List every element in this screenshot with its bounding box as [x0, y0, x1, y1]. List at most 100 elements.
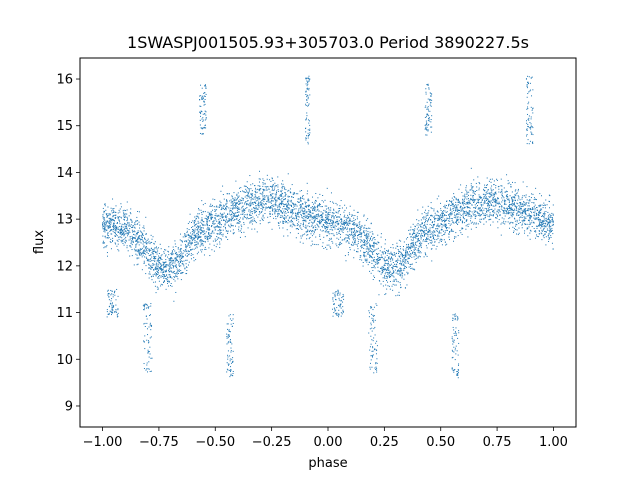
data-point: [380, 283, 382, 285]
data-point: [110, 248, 112, 250]
data-point: [441, 212, 443, 214]
data-point: [538, 225, 540, 227]
data-point: [102, 223, 104, 225]
data-point: [277, 209, 279, 211]
data-point: [398, 294, 400, 296]
data-point: [162, 264, 164, 266]
data-point: [179, 255, 181, 257]
data-point: [314, 202, 316, 204]
data-point: [198, 208, 200, 210]
data-point: [272, 204, 274, 206]
data-point: [531, 207, 533, 209]
data-point: [232, 197, 234, 199]
data-point: [312, 222, 314, 224]
data-point: [488, 219, 490, 221]
data-point: [157, 247, 159, 249]
data-point: [118, 219, 120, 221]
data-point: [239, 221, 241, 223]
data-point: [257, 208, 259, 210]
data-point: [122, 241, 124, 243]
data-point: [180, 233, 182, 235]
data-point: [376, 248, 378, 250]
data-point: [307, 190, 309, 192]
data-point: [275, 199, 277, 201]
data-point: [525, 213, 527, 215]
data-point: [366, 261, 368, 263]
data-point: [277, 184, 279, 186]
data-point: [291, 206, 292, 207]
data-point: [433, 215, 435, 217]
data-point: [194, 230, 196, 232]
data-point: [165, 265, 167, 267]
data-point: [265, 206, 267, 208]
data-point: [270, 202, 272, 204]
data-point: [328, 239, 330, 241]
data-point: [219, 229, 221, 231]
data-point: [211, 204, 213, 206]
data-point: [515, 229, 517, 231]
data-point: [308, 205, 310, 207]
data-point: [413, 229, 415, 231]
data-point: [292, 224, 294, 226]
data-point: [115, 230, 117, 232]
data-point: [132, 241, 134, 243]
data-point: [336, 219, 338, 221]
data-point: [297, 219, 299, 221]
data-point: [146, 260, 148, 262]
data-point: [249, 175, 251, 177]
data-point: [211, 214, 213, 216]
data-point: [274, 198, 276, 200]
data-point: [484, 195, 486, 197]
data-point: [543, 205, 545, 206]
data-point: [524, 223, 526, 225]
data-point: [184, 233, 186, 235]
data-point: [497, 221, 499, 223]
data-point: [315, 217, 317, 219]
data-point: [388, 285, 390, 287]
data-point: [339, 205, 341, 207]
data-point: [139, 238, 141, 240]
data-point: [413, 245, 415, 247]
data-point: [181, 263, 183, 265]
data-point: [482, 213, 484, 215]
data-point: [218, 214, 220, 216]
data-point: [221, 208, 223, 210]
data-point: [483, 188, 485, 190]
data-point: [344, 239, 346, 241]
data-point: [279, 195, 281, 197]
data-point: [216, 209, 218, 211]
data-point: [539, 218, 541, 220]
data-point: [372, 244, 374, 246]
data-point: [302, 196, 304, 198]
data-point: [131, 220, 133, 222]
data-point: [239, 236, 241, 238]
data-point: [158, 257, 160, 259]
data-point: [112, 216, 114, 218]
data-point: [123, 232, 125, 234]
data-point: [522, 205, 524, 207]
data-point: [186, 252, 188, 254]
data-point: [265, 203, 267, 205]
data-point: [276, 191, 278, 193]
data-point: [214, 223, 216, 225]
data-point: [144, 238, 146, 240]
data-point: [277, 198, 279, 200]
data-point: [169, 275, 171, 277]
data-point: [471, 190, 473, 192]
data-point: [284, 192, 286, 194]
data-point: [186, 240, 188, 242]
data-point: [366, 235, 368, 237]
data-point: [369, 245, 371, 247]
data-point: [457, 210, 459, 212]
data-point: [481, 210, 483, 212]
data-point: [141, 251, 143, 253]
data-point: [145, 249, 147, 251]
data-point: [298, 216, 300, 218]
data-point: [330, 209, 332, 211]
data-point: [397, 258, 399, 260]
data-point: [165, 266, 167, 268]
data-point: [438, 242, 440, 244]
data-point: [115, 235, 116, 237]
data-point: [234, 204, 236, 206]
data-point: [276, 192, 278, 194]
